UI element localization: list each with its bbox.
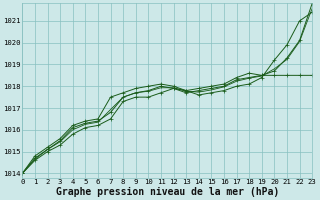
X-axis label: Graphe pression niveau de la mer (hPa): Graphe pression niveau de la mer (hPa) <box>56 186 279 197</box>
